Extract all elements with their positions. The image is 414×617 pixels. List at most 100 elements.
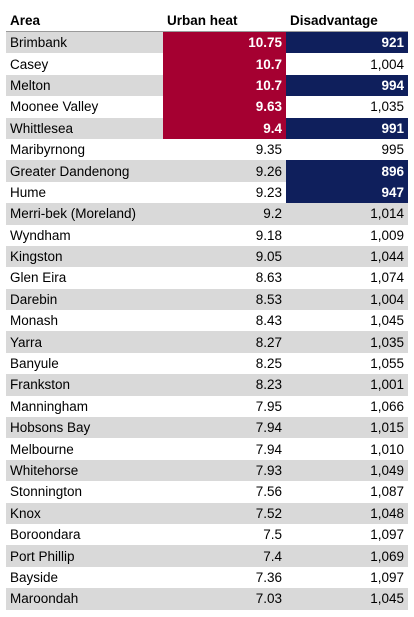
urban-heat-cell: 9.18 [163, 224, 286, 246]
urban-heat-cell: 10.75 [163, 31, 286, 54]
table-row: Yarra 8.27 1,035 [6, 331, 408, 353]
disadvantage-cell: 1,010 [286, 438, 408, 460]
disadvantage-cell: 1,014 [286, 203, 408, 225]
data-table-container: Area Urban heat Disadvantage Brimbank 10.… [6, 9, 408, 610]
header-row: Area Urban heat Disadvantage [6, 9, 408, 32]
urban-heat-cell: 9.4 [163, 117, 286, 139]
urban-heat-cell: 7.56 [163, 481, 286, 503]
area-cell: Maroondah [6, 588, 163, 610]
area-cell: Kingston [6, 245, 163, 268]
table-row: Brimbank 10.75 921 [6, 31, 408, 54]
urban-heat-cell: 7.5 [163, 523, 286, 546]
urban-heat-cell: 10.7 [163, 74, 286, 97]
area-cell: Brimbank [6, 31, 163, 54]
area-cell: Maribyrnong [6, 138, 163, 161]
table-row: Moonee Valley 9.63 1,035 [6, 96, 408, 118]
table-row: Darebin 8.53 1,004 [6, 288, 408, 311]
urban-heat-cell: 7.94 [163, 438, 286, 460]
disadvantage-cell: 1,035 [286, 96, 408, 118]
table-row: Kingston 9.05 1,044 [6, 245, 408, 268]
urban-heat-cell: 7.36 [163, 566, 286, 589]
urban-heat-cell: 7.4 [163, 545, 286, 567]
table-row: Manningham 7.95 1,066 [6, 395, 408, 418]
disadvantage-cell: 1,001 [286, 374, 408, 396]
table-row: Knox 7.52 1,048 [6, 502, 408, 524]
area-cell: Yarra [6, 331, 163, 353]
urban-heat-cell: 7.52 [163, 502, 286, 524]
disadvantage-cell: 1,069 [286, 545, 408, 567]
disadvantage-cell: 1,049 [286, 459, 408, 482]
area-cell: Bayside [6, 566, 163, 589]
disadvantage-cell: 947 [286, 181, 408, 204]
urban-heat-cell: 8.23 [163, 374, 286, 396]
area-cell: Hobsons Bay [6, 417, 163, 439]
area-cell: Monash [6, 310, 163, 332]
table-row: Whitehorse 7.93 1,049 [6, 459, 408, 482]
disadvantage-cell: 921 [286, 31, 408, 54]
urban-heat-cell: 7.03 [163, 588, 286, 610]
disadvantage-cell: 1,097 [286, 566, 408, 589]
area-cell: Greater Dandenong [6, 160, 163, 182]
area-cell: Merri-bek (Moreland) [6, 203, 163, 225]
area-cell: Manningham [6, 395, 163, 418]
table-row: Port Phillip 7.4 1,069 [6, 545, 408, 567]
area-cell: Melton [6, 74, 163, 97]
table-row: Glen Eira 8.63 1,074 [6, 267, 408, 289]
disadvantage-cell: 1,004 [286, 288, 408, 311]
table-row: Wyndham 9.18 1,009 [6, 224, 408, 246]
table-row: Greater Dandenong 9.26 896 [6, 160, 408, 182]
area-cell: Boroondara [6, 523, 163, 546]
area-cell: Moonee Valley [6, 96, 163, 118]
urban-heat-cell: 9.35 [163, 138, 286, 161]
table-row: Monash 8.43 1,045 [6, 310, 408, 332]
urban-heat-cell: 7.95 [163, 395, 286, 418]
disadvantage-cell: 995 [286, 138, 408, 161]
table-row: Whittlesea 9.4 991 [6, 117, 408, 139]
urban-heat-cell: 9.26 [163, 160, 286, 182]
table-row: Banyule 8.25 1,055 [6, 352, 408, 375]
area-cell: Glen Eira [6, 267, 163, 289]
table-row: Hume 9.23 947 [6, 181, 408, 204]
disadvantage-cell: 1,097 [286, 523, 408, 546]
disadvantage-cell: 1,035 [286, 331, 408, 353]
table-body: Brimbank 10.75 921 Casey 10.7 1,004 Melton 10.7… [6, 31, 408, 610]
header-urban-heat: Urban heat [163, 9, 286, 32]
urban-heat-cell: 8.27 [163, 331, 286, 353]
table-row: Merri-bek (Moreland) 9.2 1,014 [6, 203, 408, 225]
disadvantage-cell: 896 [286, 160, 408, 182]
area-cell: Darebin [6, 288, 163, 311]
header-area: Area [6, 9, 163, 32]
urban-heat-cell: 9.23 [163, 181, 286, 204]
table-row: Bayside 7.36 1,097 [6, 566, 408, 589]
disadvantage-cell: 1,045 [286, 310, 408, 332]
area-cell: Hume [6, 181, 163, 204]
table-row: Melbourne 7.94 1,010 [6, 438, 408, 460]
urban-heat-table: Area Urban heat Disadvantage Brimbank 10.… [6, 9, 408, 610]
table-row: Hobsons Bay 7.94 1,015 [6, 417, 408, 439]
disadvantage-cell: 1,015 [286, 417, 408, 439]
table-header: Area Urban heat Disadvantage [6, 9, 408, 32]
area-cell: Whittlesea [6, 117, 163, 139]
disadvantage-cell: 1,048 [286, 502, 408, 524]
table-row: Boroondara 7.5 1,097 [6, 523, 408, 546]
urban-heat-cell: 8.43 [163, 310, 286, 332]
area-cell: Stonnington [6, 481, 163, 503]
disadvantage-cell: 991 [286, 117, 408, 139]
urban-heat-cell: 10.7 [163, 53, 286, 75]
area-cell: Banyule [6, 352, 163, 375]
disadvantage-cell: 1,066 [286, 395, 408, 418]
disadvantage-cell: 1,055 [286, 352, 408, 375]
urban-heat-cell: 8.63 [163, 267, 286, 289]
disadvantage-cell: 1,009 [286, 224, 408, 246]
table-row: Frankston 8.23 1,001 [6, 374, 408, 396]
disadvantage-cell: 994 [286, 74, 408, 97]
disadvantage-cell: 1,087 [286, 481, 408, 503]
area-cell: Casey [6, 53, 163, 75]
area-cell: Wyndham [6, 224, 163, 246]
urban-heat-cell: 9.63 [163, 96, 286, 118]
disadvantage-cell: 1,074 [286, 267, 408, 289]
disadvantage-cell: 1,004 [286, 53, 408, 75]
disadvantage-cell: 1,044 [286, 245, 408, 268]
table-row: Maroondah 7.03 1,045 [6, 588, 408, 610]
table-row: Stonnington 7.56 1,087 [6, 481, 408, 503]
